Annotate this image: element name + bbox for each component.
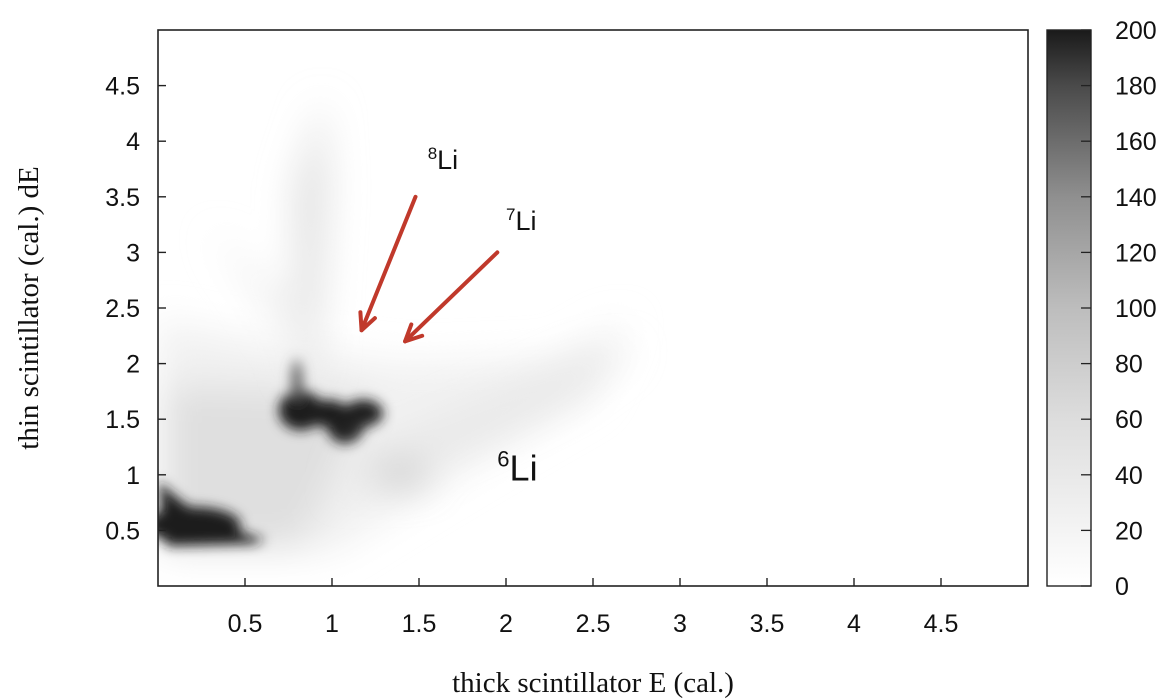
- x-axis: 0.5 1 1.5 2 2.5 3 3.5 4 4.5: [228, 578, 959, 638]
- arrow-head: [358, 310, 377, 333]
- x-tick-label: 4.5: [924, 610, 959, 638]
- density-halo: [158, 319, 628, 553]
- colorbar-tick-label: 80: [1115, 351, 1143, 379]
- isotope-label: 6Li: [497, 446, 537, 488]
- annotation-arrow: [359, 194, 418, 333]
- colorbar-tick-label: 120: [1115, 239, 1157, 267]
- isotope-element: Li: [510, 447, 538, 488]
- colorbar-tick-label: 100: [1115, 295, 1157, 323]
- density-mark: [210, 230, 315, 364]
- region-3: [340, 346, 637, 492]
- isotope-label: 7Li: [506, 205, 536, 236]
- y-tick-label: 0.5: [105, 517, 140, 545]
- background-counts-core: [166, 385, 367, 548]
- density-mark: [373, 462, 430, 487]
- y-tick-label: 2: [126, 351, 140, 379]
- colorbar-tick-label: 140: [1115, 184, 1157, 212]
- isotope-mass: 7: [506, 205, 515, 224]
- density-mark: [158, 506, 241, 543]
- region-2: [210, 96, 329, 375]
- density-mark: [343, 399, 384, 428]
- x-tick-label: 3: [673, 610, 687, 638]
- colorbar-ticks: 0 20 40 60 80 100 120 140 160 180 200: [1081, 17, 1157, 601]
- x-tick-label: 2.5: [576, 610, 611, 638]
- y-tick-label: 1.5: [105, 406, 140, 434]
- isotope-label: 8Li: [428, 144, 458, 175]
- colorbar-tick-label: 40: [1115, 462, 1143, 490]
- x-tick-label: 3.5: [750, 610, 785, 638]
- y-axis-label: thin scintillator (cal.) dE: [13, 166, 45, 449]
- y-axis: 0.5 1 1.5 2 2.5 3 3.5 4 4.5: [105, 73, 166, 545]
- density-layer: [158, 96, 637, 553]
- x-tick-label: 4: [847, 610, 861, 638]
- colorbar-tick-label: 20: [1115, 517, 1143, 545]
- density-mark: [293, 96, 329, 375]
- y-tick-label: 1: [126, 462, 140, 490]
- y-tick-label: 3: [126, 239, 140, 267]
- colorbar-tick-label: 160: [1115, 128, 1157, 156]
- y-tick-label: 4: [126, 128, 140, 156]
- y-tick-label: 3.5: [105, 184, 140, 212]
- x-tick-label: 1.5: [402, 610, 437, 638]
- x-tick-label: 0.5: [228, 610, 263, 638]
- arrow-head: [403, 322, 425, 344]
- region-0: [158, 480, 266, 546]
- isotope-element: Li: [515, 206, 536, 236]
- y-tick-label: 4.5: [105, 73, 140, 101]
- annotation-arrow: [403, 250, 500, 344]
- x-tick-label: 2: [499, 610, 513, 638]
- colorbar-tick-label: 180: [1115, 73, 1157, 101]
- x-axis-label: thick scintillator E (cal.): [452, 667, 734, 699]
- region-1: [278, 358, 384, 445]
- density-mark: [340, 346, 637, 492]
- colorbar-tick-label: 60: [1115, 406, 1143, 434]
- isotope-mass: 8: [428, 144, 437, 163]
- colorbar-tick-label: 0: [1115, 573, 1129, 601]
- x-tick-label: 1: [325, 610, 339, 638]
- y-tick-label: 2.5: [105, 295, 140, 323]
- isotope-mass: 6: [497, 446, 509, 471]
- isotope-element: Li: [437, 145, 458, 175]
- colorbar-tick-label: 200: [1115, 17, 1157, 45]
